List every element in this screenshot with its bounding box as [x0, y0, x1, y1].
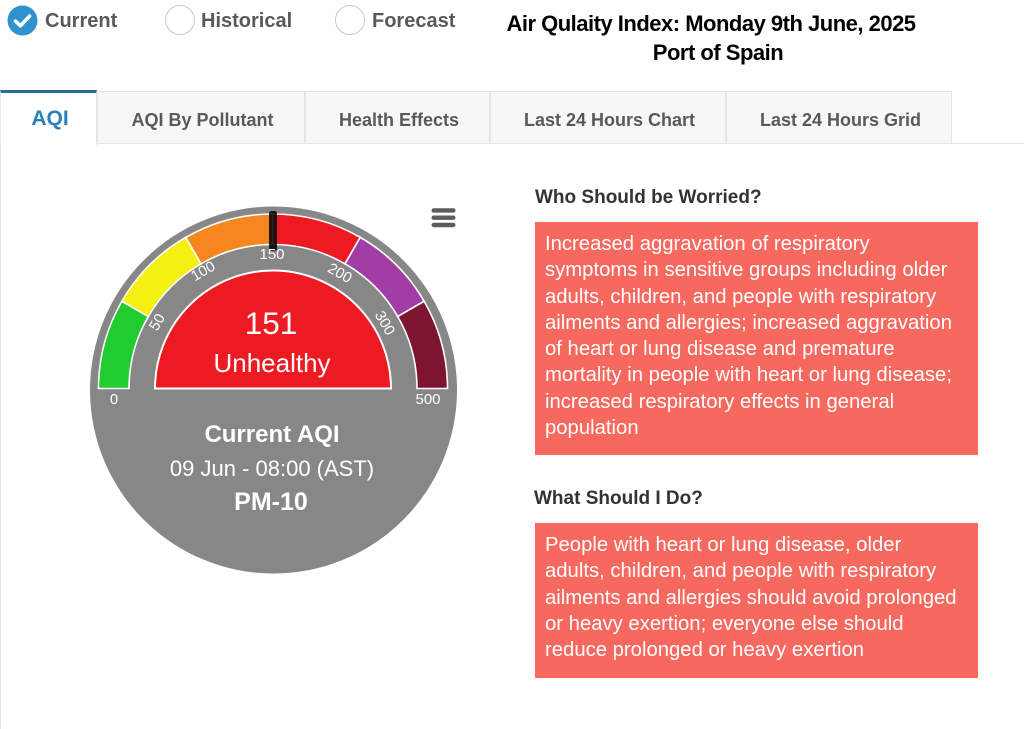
- svg-text:09 Jun - 08:00 (AST): 09 Jun - 08:00 (AST): [170, 456, 374, 481]
- svg-text:50: 50: [146, 311, 169, 334]
- svg-text:151: 151: [245, 305, 298, 341]
- svg-text:Current AQI: Current AQI: [204, 421, 339, 448]
- svg-text:0: 0: [110, 391, 118, 408]
- svg-text:PM-10: PM-10: [234, 488, 308, 516]
- svg-text:500: 500: [415, 391, 440, 408]
- svg-text:150: 150: [259, 246, 284, 263]
- svg-text:Unhealthy: Unhealthy: [213, 348, 330, 378]
